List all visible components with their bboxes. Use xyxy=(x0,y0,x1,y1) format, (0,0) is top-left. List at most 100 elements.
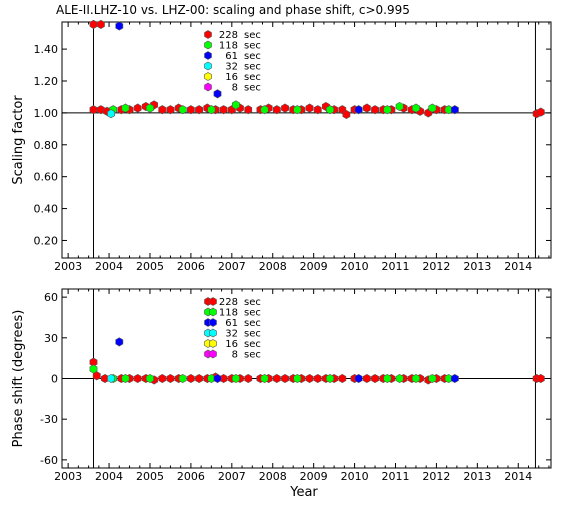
legend-label: 61 xyxy=(225,318,238,329)
legend-unit: sec xyxy=(244,83,261,94)
x-tick-label: 2005 xyxy=(136,470,164,483)
data-point-228-sec xyxy=(342,109,351,120)
data-point-228-sec xyxy=(313,373,322,384)
y-tick-label: 60 xyxy=(44,291,58,304)
data-point-228-sec xyxy=(96,105,105,115)
data-point-118-sec xyxy=(260,105,269,115)
y-tick-label: 0.20 xyxy=(34,234,59,247)
x-tick-label: 2011 xyxy=(382,260,410,273)
legend-label: 16 xyxy=(225,72,238,83)
x-tick-label: 2007 xyxy=(218,470,246,483)
data-point-228-sec xyxy=(313,105,322,115)
x-tick-label: 2003 xyxy=(54,470,82,483)
data-point-228-sec xyxy=(187,105,195,115)
x-tick-label: 2005 xyxy=(136,260,164,273)
data-point-228-sec xyxy=(305,103,314,113)
data-point-118-sec xyxy=(178,373,187,384)
x-tick-label: 2004 xyxy=(95,470,123,483)
x-tick-label: 2012 xyxy=(422,470,450,483)
data-point-61-sec xyxy=(115,21,124,31)
phase-shift-panel: 2003 2004 2005 2006 2007 2008 2009 2010 2011 2012… xyxy=(11,288,552,483)
data-point-61-sec xyxy=(354,105,363,115)
legend-unit: sec xyxy=(244,30,261,41)
legend-marker xyxy=(209,339,217,348)
x-tick-label: 2014 xyxy=(504,260,532,273)
legend-label: 8 xyxy=(232,350,238,361)
data-point-118-sec xyxy=(326,105,335,115)
legend-label: 118 xyxy=(219,41,238,52)
legend-marker xyxy=(209,349,217,359)
legend-marker xyxy=(209,318,217,327)
legend-marker xyxy=(204,61,212,71)
figure-title: ALE-II.LHZ-10 vs. LHZ-00: scaling and ph… xyxy=(56,3,410,17)
x-tick-label: 2013 xyxy=(463,260,491,273)
data-point-118-sec xyxy=(121,373,130,384)
data-point-32-sec xyxy=(107,373,115,384)
data-point-118-sec xyxy=(395,101,404,112)
data-point-228-sec xyxy=(305,373,314,384)
data-point-61-sec xyxy=(213,373,222,384)
legend-unit: sec xyxy=(244,297,261,308)
data-point-118-sec xyxy=(411,373,420,384)
legend-unit: sec xyxy=(244,350,261,361)
y-tick-label: 0.80 xyxy=(34,139,59,152)
legend-unit: sec xyxy=(244,62,261,73)
data-point-228-sec xyxy=(187,373,195,384)
legend-unit: sec xyxy=(244,318,261,329)
x-tick-label: 2006 xyxy=(177,470,205,483)
data-point-228-sec xyxy=(272,373,281,384)
data-point-118-sec xyxy=(260,373,269,384)
data-point-228-sec xyxy=(371,373,380,384)
data-point-228-sec xyxy=(362,373,371,384)
y-tick-label: 1.00 xyxy=(34,107,59,120)
data-point-228-sec xyxy=(244,373,253,384)
data-point-61-sec xyxy=(115,337,124,347)
y-tick-label: 1.20 xyxy=(34,75,59,88)
data-point-228-sec xyxy=(89,105,98,115)
data-point-228-sec xyxy=(272,105,281,115)
y-tick-label: 0 xyxy=(51,373,58,386)
data-point-61-sec xyxy=(450,373,459,384)
data-point-228-sec xyxy=(158,105,167,115)
data-point-228-sec xyxy=(89,19,98,29)
data-point-118-sec xyxy=(146,373,154,384)
legend-marker xyxy=(204,72,212,81)
y-tick-label: 1.40 xyxy=(34,43,59,56)
legend-marker xyxy=(204,82,212,92)
legend-unit: sec xyxy=(244,72,261,83)
data-point-61-sec xyxy=(213,89,222,99)
x-tick-label: 2013 xyxy=(463,470,491,483)
legend-unit: sec xyxy=(244,51,261,62)
legend-label: 16 xyxy=(225,339,238,350)
data-point-228-sec xyxy=(362,103,371,113)
y-tick-label: 0.60 xyxy=(34,171,59,184)
x-tick-label: 2011 xyxy=(382,470,410,483)
data-point-118-sec xyxy=(207,105,216,115)
data-point-228-sec xyxy=(195,105,203,115)
data-point-228-sec xyxy=(96,19,105,29)
legend-marker xyxy=(209,328,217,338)
legend-label: 8 xyxy=(232,83,238,94)
legend-label: 228 xyxy=(219,297,238,308)
data-point-118-sec xyxy=(428,373,437,384)
x-tick-label: 2008 xyxy=(259,260,287,273)
y-tick-label: -60 xyxy=(40,454,58,467)
data-point-32-sec xyxy=(107,109,115,119)
data-point-118-sec xyxy=(293,105,302,115)
x-tick-label: 2012 xyxy=(422,260,450,273)
data-point-228-sec xyxy=(338,373,347,384)
legend-unit: sec xyxy=(244,308,261,319)
x-tick-label: 2009 xyxy=(300,260,328,273)
x-tick-label: 2010 xyxy=(341,260,369,273)
data-point-118-sec xyxy=(121,103,130,113)
data-point-61-sec xyxy=(354,373,363,384)
data-point-118-sec xyxy=(146,103,154,113)
data-point-228-sec xyxy=(133,103,142,113)
legend-marker xyxy=(209,297,217,306)
x-tick-label: 2010 xyxy=(341,470,369,483)
data-point-228-sec xyxy=(219,105,228,115)
data-point-228-sec xyxy=(536,107,545,117)
data-point-228-sec xyxy=(166,373,175,384)
data-point-118-sec xyxy=(232,373,240,384)
